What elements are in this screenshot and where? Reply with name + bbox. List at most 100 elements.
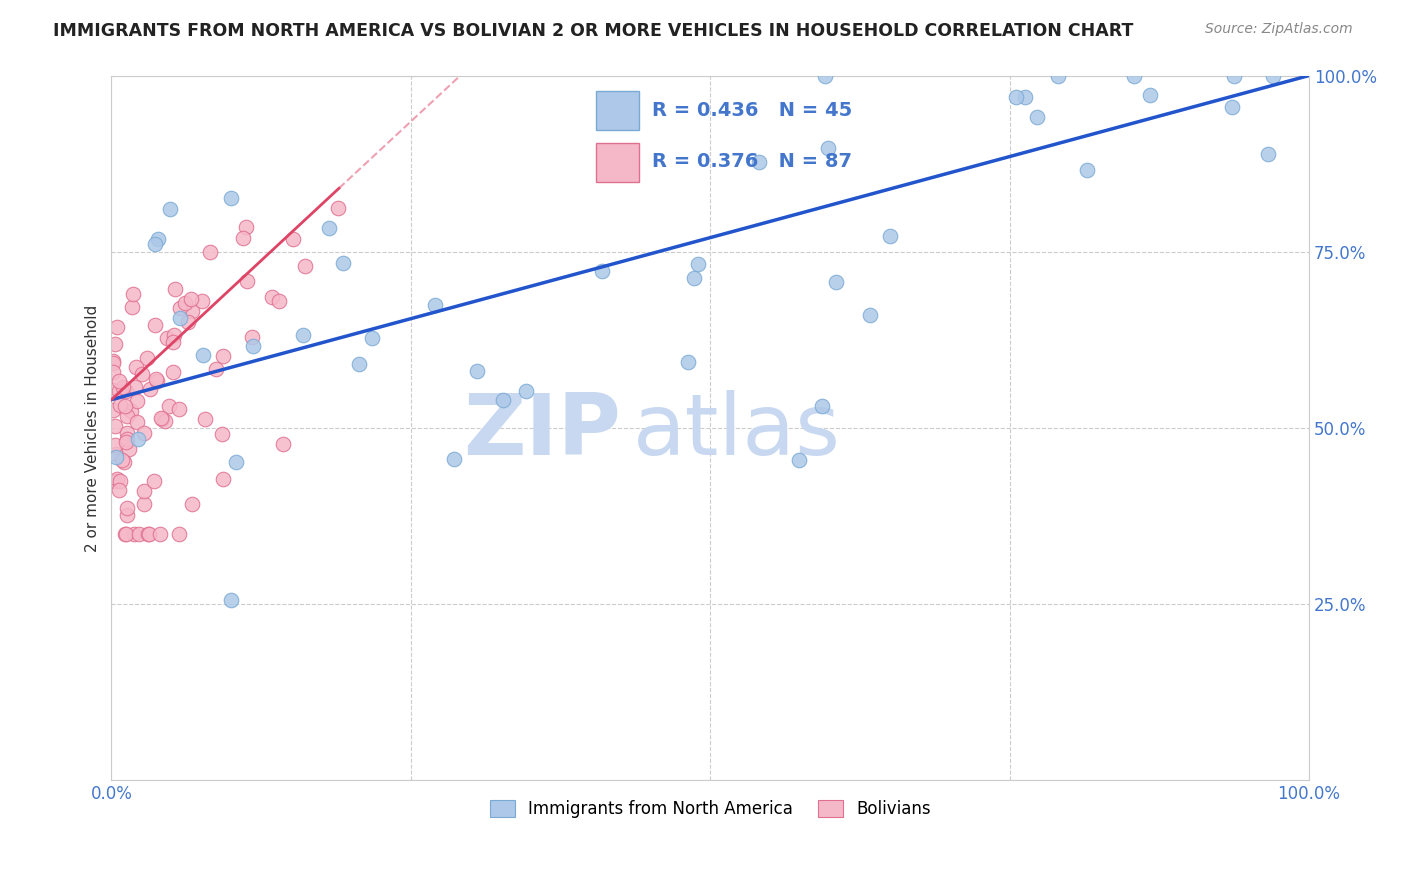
Point [115, 434, 138, 449]
Point [1222, 69, 1244, 83]
Point [145, 372, 167, 386]
Point [108, 384, 131, 398]
Point [190, 294, 212, 309]
Point [115, 526, 138, 541]
Point [127, 432, 149, 446]
Point [824, 275, 846, 289]
Point [124, 380, 146, 394]
Point [111, 453, 134, 467]
Point [682, 271, 704, 285]
Point [219, 191, 242, 205]
Point [269, 293, 291, 308]
Point [143, 237, 166, 252]
Point [181, 497, 204, 511]
Point [145, 374, 167, 388]
Point [465, 364, 488, 378]
Point [817, 141, 839, 155]
Text: ZIP: ZIP [463, 390, 620, 473]
Point [121, 287, 143, 301]
Point [291, 327, 314, 342]
Point [115, 426, 138, 441]
Point [167, 402, 190, 417]
Bar [596, 91, 640, 130]
Point [104, 419, 127, 434]
Text: atlas: atlas [633, 390, 841, 473]
Point [120, 403, 142, 417]
Point [101, 365, 124, 379]
Point [108, 483, 131, 497]
Point [181, 304, 204, 318]
Point [361, 331, 384, 345]
Point [114, 399, 136, 413]
Point [115, 432, 138, 446]
Point [101, 384, 124, 398]
Legend: Immigrants from North America, Bolivians: Immigrants from North America, Bolivians [484, 793, 938, 825]
Point [491, 392, 513, 407]
Text: R = 0.376   N = 87: R = 0.376 N = 87 [651, 152, 852, 171]
Point [101, 402, 124, 417]
Point [1220, 100, 1243, 114]
Point [221, 593, 243, 607]
Point [110, 474, 132, 488]
Point [443, 452, 465, 467]
Point [235, 219, 257, 234]
Point [813, 69, 835, 83]
Text: R = 0.436   N = 45: R = 0.436 N = 45 [651, 101, 852, 120]
Bar [596, 143, 640, 182]
Point [107, 319, 129, 334]
Point [1076, 163, 1098, 178]
Point [748, 155, 770, 169]
Point [1014, 90, 1036, 104]
Point [211, 427, 233, 442]
Point [349, 357, 371, 371]
Point [180, 293, 202, 307]
Point [205, 361, 228, 376]
Point [150, 411, 173, 425]
Point [169, 301, 191, 315]
Point [165, 282, 187, 296]
Point [114, 526, 136, 541]
Point [108, 398, 131, 412]
Point [101, 356, 124, 370]
Point [149, 526, 172, 541]
Point [1005, 90, 1028, 104]
Point [139, 382, 162, 396]
Point [134, 483, 156, 498]
Point [174, 296, 197, 310]
Point [198, 244, 221, 259]
Point [111, 380, 134, 394]
Point [162, 334, 184, 349]
Point [1139, 88, 1161, 103]
Point [515, 384, 537, 398]
Point [156, 331, 179, 345]
Point [143, 318, 166, 332]
Point [104, 438, 127, 452]
Point [1122, 69, 1144, 83]
Point [136, 526, 159, 541]
Point [591, 264, 613, 278]
Point [318, 221, 340, 235]
Point [273, 437, 295, 451]
Point [153, 414, 176, 428]
Point [143, 475, 166, 489]
Point [115, 409, 138, 424]
Point [212, 349, 235, 363]
Point [240, 329, 263, 343]
Point [242, 339, 264, 353]
Point [789, 453, 811, 467]
Point [118, 442, 141, 457]
Point [212, 472, 235, 486]
Text: Source: ZipAtlas.com: Source: ZipAtlas.com [1205, 22, 1353, 37]
Point [332, 256, 354, 270]
Point [128, 526, 150, 541]
Point [125, 394, 148, 409]
Point [125, 359, 148, 374]
Point [1257, 147, 1279, 161]
Point [811, 399, 834, 413]
Point [104, 448, 127, 462]
Point [193, 348, 215, 362]
Point [132, 497, 155, 511]
Y-axis label: 2 or more Vehicles in Household: 2 or more Vehicles in Household [86, 304, 100, 551]
Point [859, 309, 882, 323]
Text: IMMIGRANTS FROM NORTH AMERICA VS BOLIVIAN 2 OR MORE VEHICLES IN HOUSEHOLD CORREL: IMMIGRANTS FROM NORTH AMERICA VS BOLIVIA… [53, 22, 1133, 40]
